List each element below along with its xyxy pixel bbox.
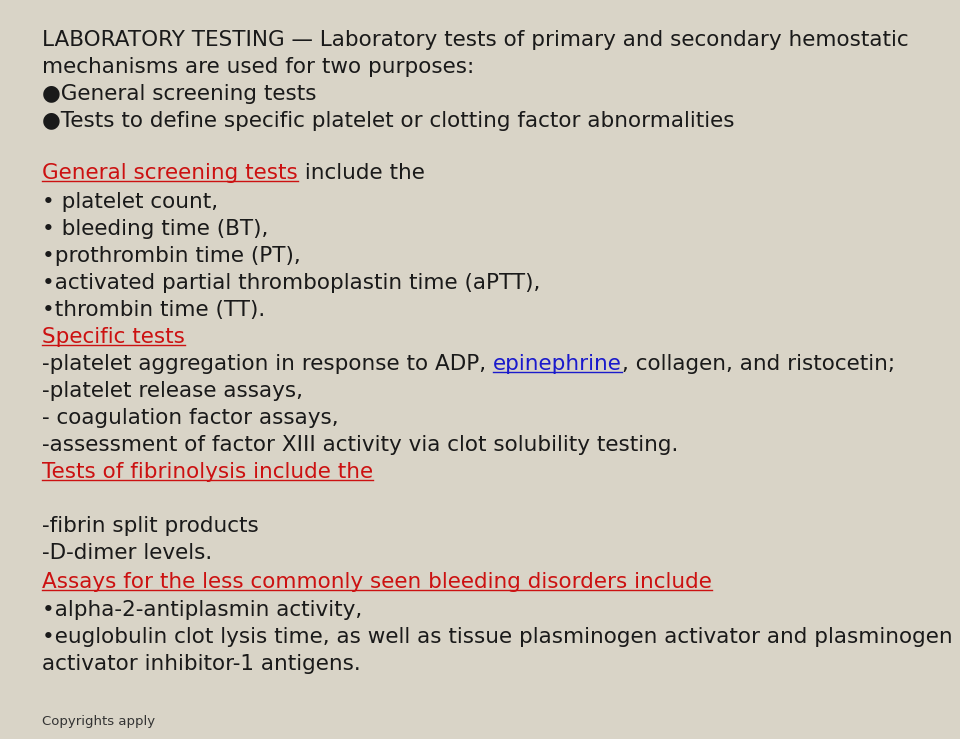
- Text: -platelet aggregation in response to ADP,: -platelet aggregation in response to ADP…: [42, 354, 493, 374]
- Text: epinephrine: epinephrine: [493, 354, 622, 374]
- Text: - coagulation factor assays,: - coagulation factor assays,: [42, 408, 339, 428]
- Text: -platelet release assays,: -platelet release assays,: [42, 381, 303, 401]
- Text: •activated partial thromboplastin time (aPTT),: •activated partial thromboplastin time (…: [42, 273, 540, 293]
- Text: Copyrights apply: Copyrights apply: [42, 715, 156, 728]
- Text: •thrombin time (TT).: •thrombin time (TT).: [42, 300, 265, 320]
- Text: • bleeding time (BT),: • bleeding time (BT),: [42, 219, 269, 239]
- Text: Specific tests: Specific tests: [42, 327, 185, 347]
- Text: mechanisms are used for two purposes:: mechanisms are used for two purposes:: [42, 57, 474, 77]
- Text: Tests of fibrinolysis include the: Tests of fibrinolysis include the: [42, 462, 373, 482]
- Text: , collagen, and ristocetin;: , collagen, and ristocetin;: [622, 354, 895, 374]
- Text: -D-dimer levels.: -D-dimer levels.: [42, 543, 212, 563]
- Text: •prothrombin time (PT),: •prothrombin time (PT),: [42, 246, 300, 266]
- Text: LABORATORY TESTING — Laboratory tests of primary and secondary hemostatic: LABORATORY TESTING — Laboratory tests of…: [42, 30, 908, 50]
- Text: -assessment of factor XIII activity via clot solubility testing.: -assessment of factor XIII activity via …: [42, 435, 679, 455]
- Text: • platelet count,: • platelet count,: [42, 192, 218, 212]
- Text: ●Tests to define specific platelet or clotting factor abnormalities: ●Tests to define specific platelet or cl…: [42, 111, 734, 131]
- Text: activator inhibitor-1 antigens.: activator inhibitor-1 antigens.: [42, 654, 361, 674]
- Text: -fibrin split products: -fibrin split products: [42, 516, 259, 536]
- Text: ●General screening tests: ●General screening tests: [42, 84, 317, 104]
- Text: Assays for the less commonly seen bleeding disorders include: Assays for the less commonly seen bleedi…: [42, 572, 712, 592]
- Text: include the: include the: [298, 163, 424, 183]
- Text: General screening tests: General screening tests: [42, 163, 298, 183]
- Text: •euglobulin clot lysis time, as well as tissue plasminogen activator and plasmin: •euglobulin clot lysis time, as well as …: [42, 627, 952, 647]
- Text: •alpha-2-antiplasmin activity,: •alpha-2-antiplasmin activity,: [42, 600, 362, 620]
